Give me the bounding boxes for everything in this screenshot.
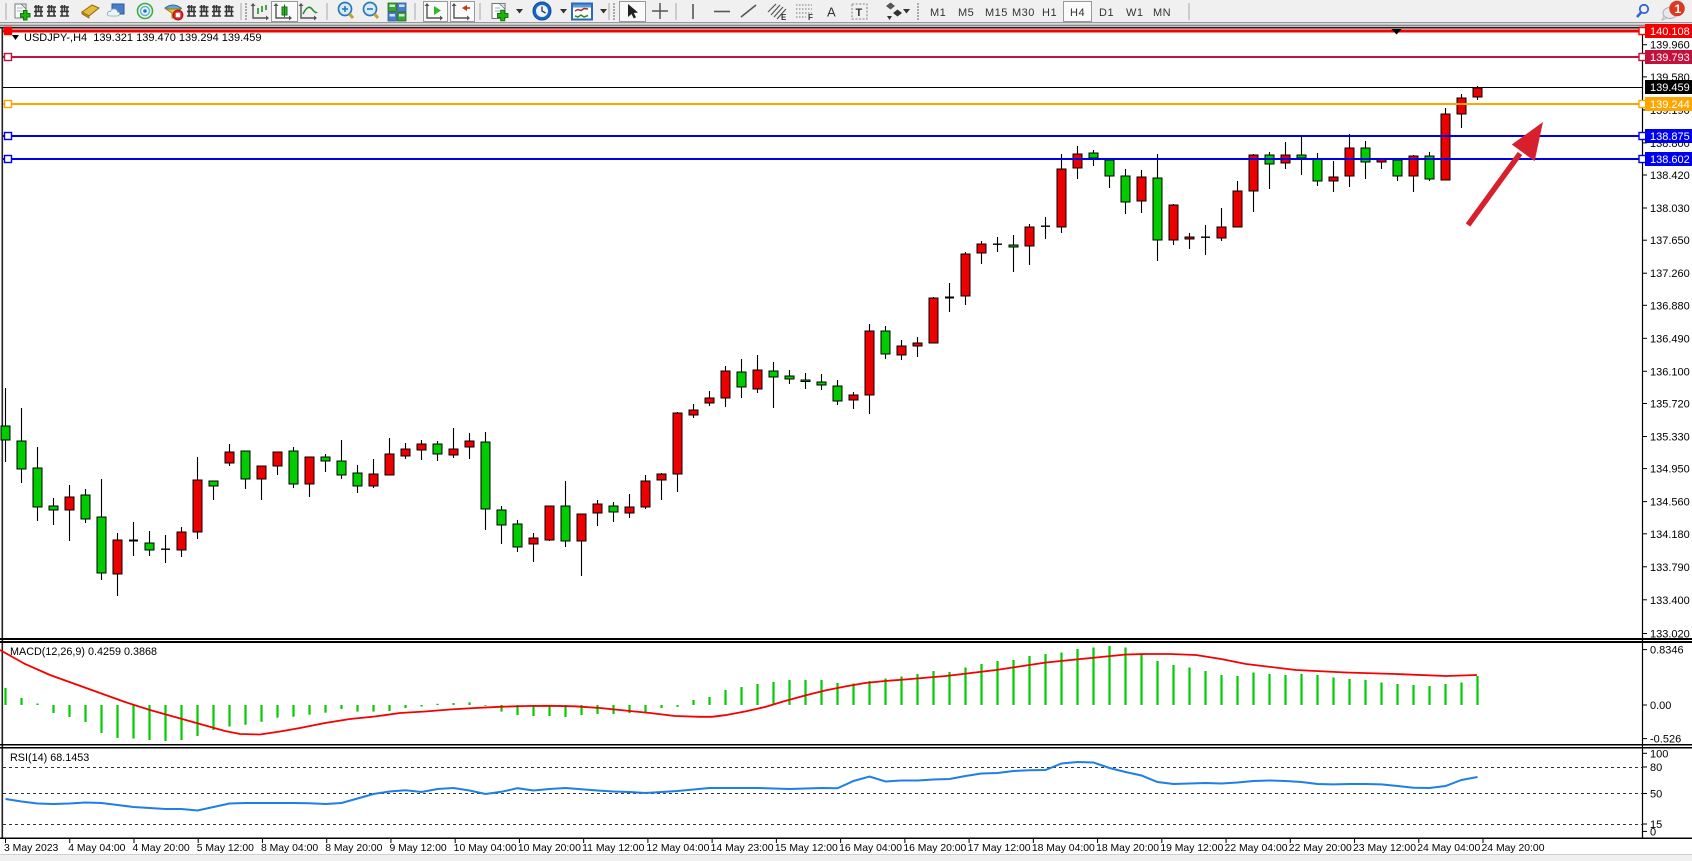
svg-text:134.180: 134.180: [1650, 529, 1690, 541]
svg-text:138.875: 138.875: [1650, 131, 1690, 143]
svg-text:8 May 20:00: 8 May 20:00: [325, 843, 382, 854]
svg-text:50: 50: [1650, 789, 1662, 801]
svg-text:135.720: 135.720: [1650, 399, 1690, 411]
svg-text:RSI(14) 68.1453: RSI(14) 68.1453: [10, 752, 89, 764]
svg-text:M30: M30: [1012, 7, 1035, 19]
svg-text:133.400: 133.400: [1650, 595, 1690, 607]
svg-text:16 May 20:00: 16 May 20:00: [903, 843, 966, 854]
svg-text:80: 80: [1650, 762, 1662, 774]
svg-text:3 May 2023: 3 May 2023: [4, 843, 59, 854]
svg-text:135.330: 135.330: [1650, 432, 1690, 444]
svg-text:140.108: 140.108: [1650, 26, 1690, 38]
svg-text:USDJPY-,H4 139.321 139.470 13: USDJPY-,H4 139.321 139.470 139.294 139.4…: [24, 32, 262, 44]
svg-text:4 May 20:00: 4 May 20:00: [132, 843, 189, 854]
svg-text:E: E: [781, 13, 787, 22]
svg-text:138.602: 138.602: [1650, 154, 1690, 166]
svg-text:17 May 12:00: 17 May 12:00: [968, 843, 1031, 854]
svg-text:24 May 20:00: 24 May 20:00: [1482, 843, 1545, 854]
svg-text:F: F: [808, 13, 813, 22]
svg-text:12 May 04:00: 12 May 04:00: [646, 843, 709, 854]
svg-text:134.950: 134.950: [1650, 464, 1690, 476]
svg-text:138.030: 138.030: [1650, 203, 1690, 215]
svg-text:139.960: 139.960: [1650, 40, 1690, 52]
svg-text:0.00: 0.00: [1650, 700, 1671, 712]
svg-text:19 May 12:00: 19 May 12:00: [1160, 843, 1223, 854]
svg-text:133.020: 133.020: [1650, 629, 1690, 641]
svg-text:136.880: 136.880: [1650, 300, 1690, 312]
svg-text:-0.526: -0.526: [1650, 734, 1681, 746]
svg-text:1: 1: [1675, 2, 1682, 16]
svg-text:MACD(12,26,9) 0.4259 0.3868: MACD(12,26,9) 0.4259 0.3868: [10, 646, 157, 658]
svg-text:M5: M5: [958, 7, 974, 19]
svg-text:15 May 12:00: 15 May 12:00: [775, 843, 838, 854]
svg-text:22 May 20:00: 22 May 20:00: [1289, 843, 1352, 854]
svg-text:23 May 12:00: 23 May 12:00: [1353, 843, 1416, 854]
svg-text:W1: W1: [1126, 7, 1144, 19]
svg-text:139.244: 139.244: [1650, 99, 1690, 111]
svg-text:M1: M1: [930, 7, 946, 19]
svg-text:133.790: 133.790: [1650, 562, 1690, 574]
svg-text:139.459: 139.459: [1650, 82, 1690, 94]
svg-text:136.100: 136.100: [1650, 366, 1690, 378]
svg-text:H1: H1: [1042, 7, 1057, 19]
svg-text:24 May 04:00: 24 May 04:00: [1417, 843, 1480, 854]
svg-text:MN: MN: [1153, 7, 1171, 19]
svg-text:139.793: 139.793: [1650, 52, 1690, 64]
svg-text:100: 100: [1650, 748, 1668, 760]
svg-text:137.260: 137.260: [1650, 268, 1690, 280]
svg-text:8 May 04:00: 8 May 04:00: [261, 843, 318, 854]
svg-text:9 May 12:00: 9 May 12:00: [389, 843, 446, 854]
svg-text:10 May 04:00: 10 May 04:00: [454, 843, 517, 854]
svg-text:15: 15: [1650, 819, 1662, 831]
svg-text:22 May 04:00: 22 May 04:00: [1225, 843, 1288, 854]
svg-text:11 May 12:00: 11 May 12:00: [582, 843, 644, 854]
svg-text:10 May 20:00: 10 May 20:00: [518, 843, 581, 854]
svg-text:134.560: 134.560: [1650, 497, 1690, 509]
svg-text:18 May 04:00: 18 May 04:00: [1032, 843, 1095, 854]
svg-text:18 May 20:00: 18 May 20:00: [1096, 843, 1159, 854]
svg-text:138.420: 138.420: [1650, 170, 1690, 182]
svg-text:4 May 04:00: 4 May 04:00: [68, 843, 125, 854]
svg-text:0: 0: [1650, 826, 1656, 838]
svg-text:H4: H4: [1070, 7, 1085, 19]
svg-text:14 May 23:00: 14 May 23:00: [711, 843, 774, 854]
svg-text:0.8346: 0.8346: [1650, 645, 1684, 657]
svg-text:T: T: [856, 7, 863, 19]
svg-text:136.490: 136.490: [1650, 333, 1690, 345]
svg-text:D1: D1: [1099, 7, 1114, 19]
svg-text:16 May 04:00: 16 May 04:00: [839, 843, 902, 854]
svg-text:A: A: [827, 5, 836, 20]
svg-text:137.650: 137.650: [1650, 235, 1690, 247]
svg-text:M15: M15: [985, 7, 1008, 19]
svg-text:5 May 12:00: 5 May 12:00: [197, 843, 254, 854]
